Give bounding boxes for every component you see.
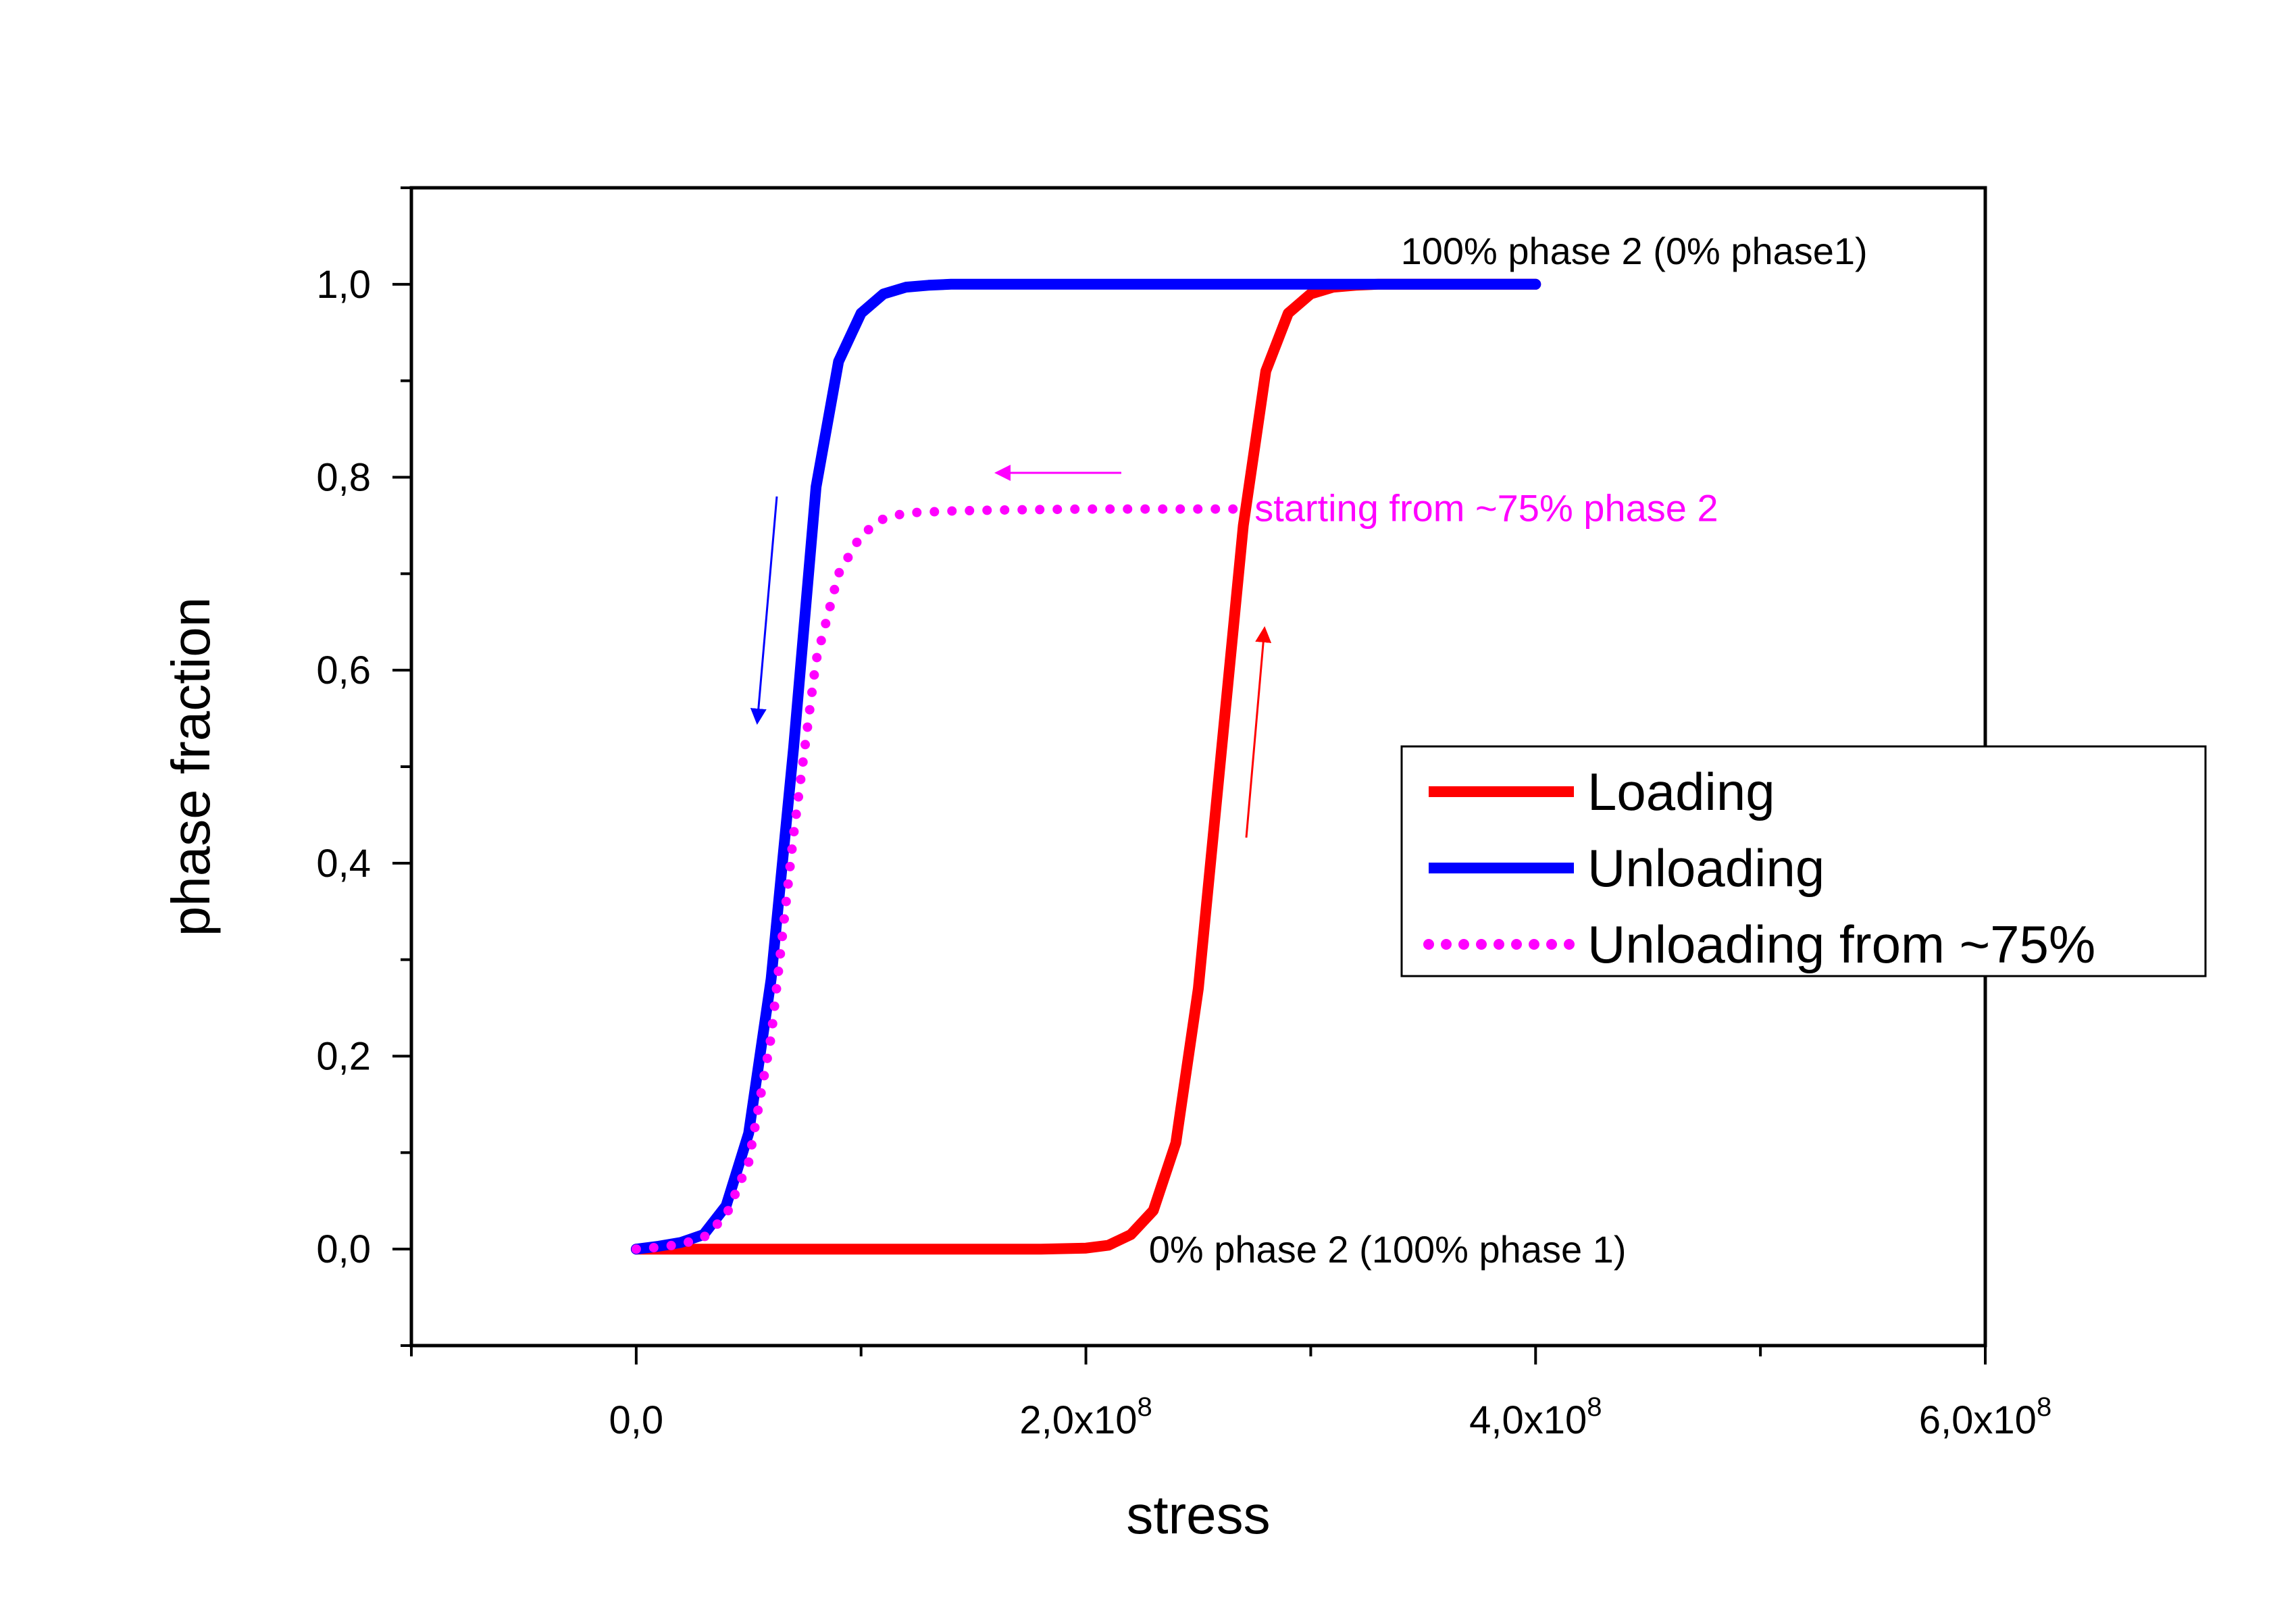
axes: 0,0 2,0x108 4,0x108 6,0x1080,00,20,40,60,81… (316, 186, 2051, 1442)
y-tick-label: 0,6 (316, 648, 371, 692)
y-tick-label: 0,0 (316, 1227, 371, 1271)
series-layer (630, 278, 1541, 1255)
x-tick-label: 0,0 (609, 1398, 664, 1442)
legend-box (1400, 745, 2207, 977)
legend: Loading Unloading Unloading from ~75% (1400, 745, 2207, 977)
x-tick-label-base: 0,0 (609, 1398, 664, 1442)
unloading-direction-arrow (750, 496, 778, 725)
annotation-layer: 100% phase 2 (0% phase1) starting from ~7… (1149, 230, 1868, 1271)
y-tick-label: 0,2 (316, 1035, 371, 1079)
annotation-label: starting from ~75% phase 2 (1254, 487, 1718, 530)
series-line-unloading-from-75 (631, 504, 1248, 1254)
legend-label-unloading-from-75: Unloading from ~75% (1587, 915, 2095, 974)
y-tick-label: 0,8 (316, 456, 371, 500)
series-line-unloading (630, 278, 1541, 1255)
x-tick-label-base: 6,0x10 (1919, 1398, 2037, 1442)
legend-label-loading: Loading (1587, 762, 1775, 821)
y-tick-label: 1,0 (316, 263, 371, 307)
y-axis-title: phase fraction (161, 597, 221, 937)
x-tick-label-exponent: 8 (1587, 1392, 1602, 1422)
y-tick-label: 0,4 (316, 842, 371, 886)
annotation-label: 0% phase 2 (100% phase 1) (1149, 1228, 1627, 1271)
x-tick-label: 4,0x108 (1469, 1392, 1602, 1442)
x-tick-label: 6,0x108 (1919, 1392, 2051, 1442)
loading-direction-arrow (1245, 626, 1272, 838)
annotation-label: 100% phase 2 (0% phase1) (1401, 230, 1868, 272)
x-tick-label-exponent: 8 (2037, 1392, 2051, 1422)
legend-label-unloading: Unloading (1587, 838, 1825, 898)
x-axis-title: stress (1126, 1485, 1270, 1545)
x-tick-label-exponent: 8 (1138, 1392, 1152, 1422)
x-tick-label-base: 4,0x10 (1469, 1398, 1587, 1442)
x-tick-label-base: 2,0x10 (1019, 1398, 1137, 1442)
x-tick-label: 2,0x108 (1019, 1392, 1152, 1442)
